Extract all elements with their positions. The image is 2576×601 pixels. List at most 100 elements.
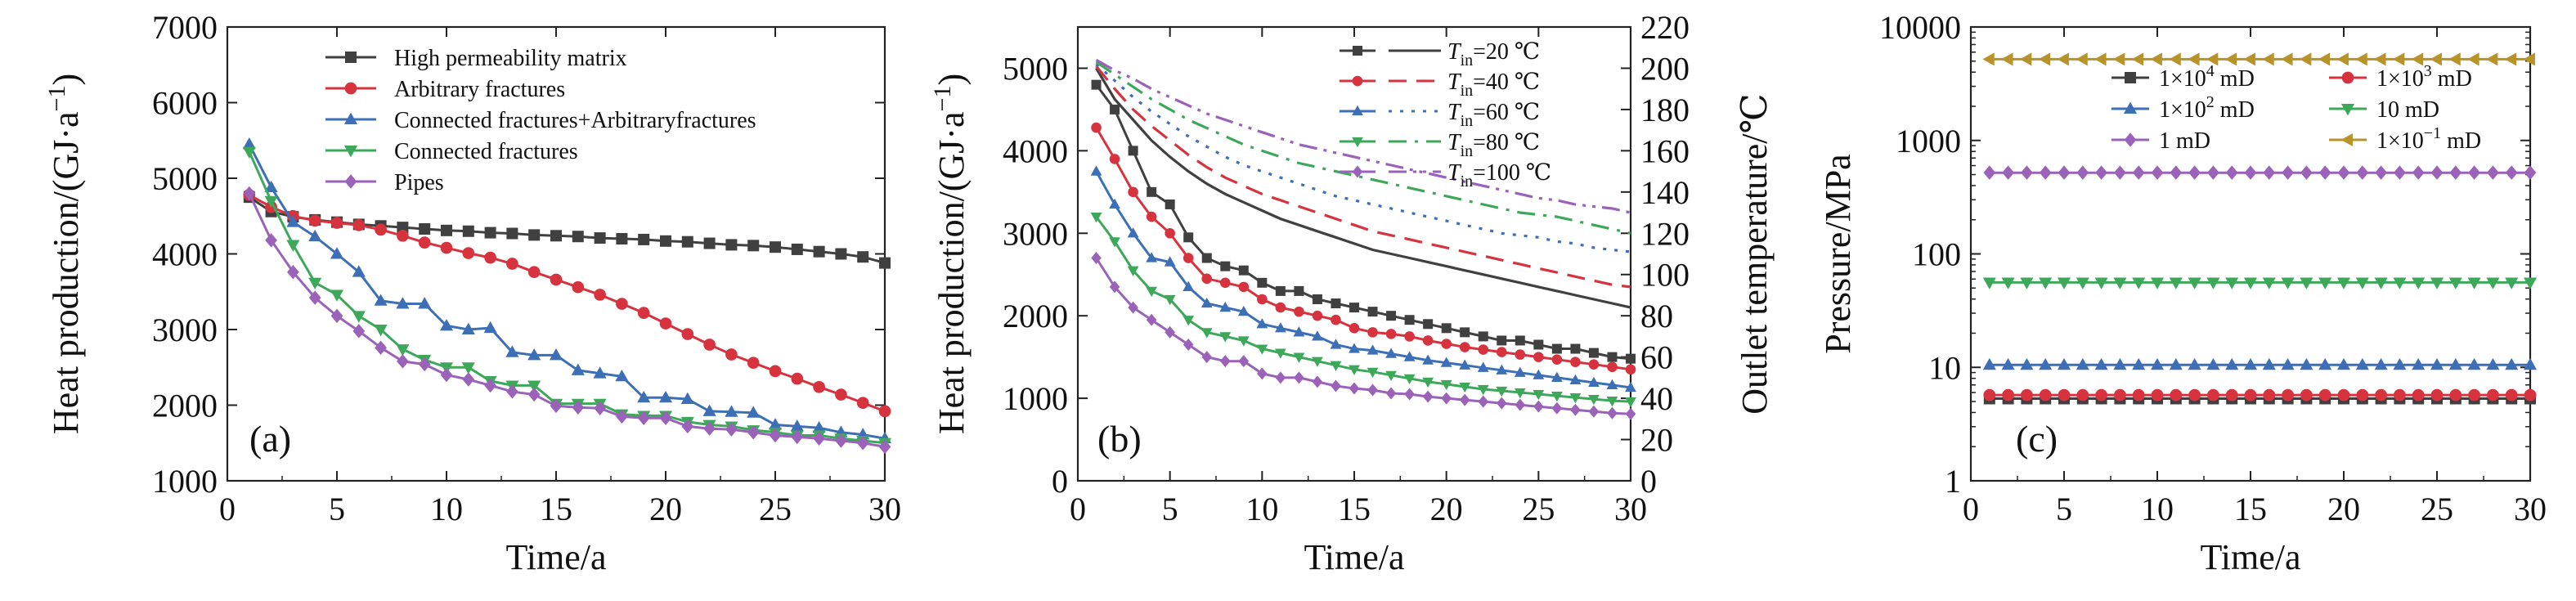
- series-6-point: [2224, 52, 2237, 66]
- temperature-series-3-line: [1095, 63, 1631, 253]
- series-3-point: [2336, 357, 2351, 370]
- series-5-point: [2058, 165, 2071, 180]
- series-2-point: [2468, 388, 2480, 401]
- series-4-point: [2505, 277, 2519, 289]
- heat-series-2-point: [1275, 302, 1286, 313]
- heat-series-5-point: [1422, 390, 1434, 403]
- heat-series-2-point: [1331, 314, 1341, 325]
- series-2-point: [2002, 388, 2014, 401]
- series-5-point: [681, 419, 694, 434]
- series-1-point: [813, 245, 825, 258]
- y-tick-label: 10: [1928, 349, 1961, 386]
- x-tick-label: 5: [2056, 491, 2072, 527]
- legend-marker: [343, 146, 358, 158]
- heat-series-5-point: [1459, 393, 1470, 406]
- series-1-point: [462, 225, 474, 237]
- series-3-line: [248, 143, 886, 440]
- legend-label: Tin=80 ℃: [1447, 130, 1540, 160]
- series-3-point: [2113, 357, 2127, 370]
- y-tick-label: 2000: [152, 388, 218, 424]
- series-6-point: [2188, 52, 2200, 66]
- legend-label: Tin=100 ℃: [1447, 160, 1551, 191]
- series-2-point: [2300, 388, 2313, 401]
- heat-series-1-point: [1312, 294, 1322, 304]
- heat-series-2-point: [1146, 211, 1157, 222]
- heat-series-3-point: [1146, 252, 1158, 262]
- heat-series-1-point: [1367, 307, 1378, 317]
- y2-tick-label: 80: [1640, 298, 1673, 334]
- series-6-point: [2038, 52, 2051, 66]
- series-1-point: [681, 235, 693, 248]
- heat-series-3-point: [1127, 227, 1139, 238]
- legend-label: Connected fractures: [394, 139, 578, 164]
- series-1-point: [594, 232, 606, 244]
- series-1-point: [660, 235, 671, 247]
- heat-series-2-point: [1551, 354, 1563, 365]
- series-5-point: [2468, 165, 2480, 180]
- series-5-point: [878, 439, 891, 455]
- series-3-point: [702, 404, 716, 416]
- series-3-point: [352, 265, 366, 277]
- series-3-point: [1982, 357, 1996, 370]
- series-4-point: [2486, 277, 2500, 289]
- panel-label: (b): [1097, 418, 1142, 460]
- heat-series-2-point: [1478, 344, 1489, 355]
- series-5-point: [2039, 165, 2052, 180]
- series-3-point: [680, 392, 694, 405]
- series-2-point: [2244, 388, 2257, 401]
- heat-series-4-point: [1349, 365, 1360, 375]
- series-3-point: [308, 229, 322, 242]
- series-3-point: [2243, 357, 2258, 370]
- series-4-point: [2188, 277, 2201, 289]
- x-tick-label: 0: [1963, 491, 1979, 527]
- heat-series-3-point: [1588, 376, 1600, 388]
- series-4-point: [2430, 277, 2444, 289]
- series-2-point: [2356, 388, 2369, 401]
- series-5-point: [2487, 165, 2499, 180]
- series-2-point: [2132, 388, 2145, 401]
- y-tick-label: 0: [1052, 463, 1068, 500]
- series-3-point: [2486, 357, 2500, 370]
- series-1-point: [835, 248, 847, 260]
- series-6-point: [2486, 52, 2498, 66]
- y-tick-label: 1000: [152, 463, 218, 500]
- heat-series-1-point: [1570, 343, 1581, 354]
- legend-label: 1×104 mD: [2159, 62, 2255, 92]
- series-5-point: [2505, 165, 2518, 180]
- y-tick-label: 10000: [1879, 9, 1961, 46]
- heat-series-1-point: [1515, 335, 1525, 346]
- series-5-point: [506, 384, 518, 399]
- x-tick-label: 5: [1162, 491, 1178, 527]
- heat-series-3-point: [1459, 359, 1471, 370]
- heat-series-5-point: [1478, 395, 1489, 408]
- series-5-point: [747, 425, 760, 440]
- y2-tick-label: 180: [1640, 92, 1690, 128]
- series-5-point: [440, 367, 453, 383]
- series-6-point: [2076, 52, 2088, 66]
- series-5-point: [2021, 165, 2033, 180]
- legend-label: Tin=60 ℃: [1447, 100, 1540, 130]
- legend-marker: [2340, 132, 2353, 147]
- heat-series-5-point: [1183, 339, 1194, 351]
- series-5-point: [265, 233, 277, 248]
- series-3-point: [2039, 357, 2053, 370]
- series-5-point: [2225, 165, 2238, 180]
- series-3-point: [658, 390, 673, 403]
- y2-tick-label: 100: [1640, 257, 1690, 294]
- series-1-point: [638, 233, 650, 245]
- series-2-point: [2487, 388, 2499, 401]
- legend-label: 1×102 mD: [2159, 93, 2255, 123]
- y-axis-label: Heat production/(GJ·a−1): [929, 74, 972, 434]
- heat-series-2-point: [1367, 327, 1378, 338]
- heat-series-1-point: [1331, 298, 1341, 309]
- y2-tick-label: 140: [1640, 174, 1690, 211]
- heat-series-3-point: [1569, 374, 1582, 384]
- legend-label: 10 mD: [2376, 97, 2439, 123]
- heat-series-5-point: [1515, 398, 1526, 411]
- heat-series-5-point: [1496, 397, 1507, 410]
- series-2-point: [856, 397, 869, 410]
- series-5-point: [2356, 165, 2369, 180]
- heat-series-4-point: [1256, 344, 1268, 355]
- series-4-point: [2374, 277, 2388, 289]
